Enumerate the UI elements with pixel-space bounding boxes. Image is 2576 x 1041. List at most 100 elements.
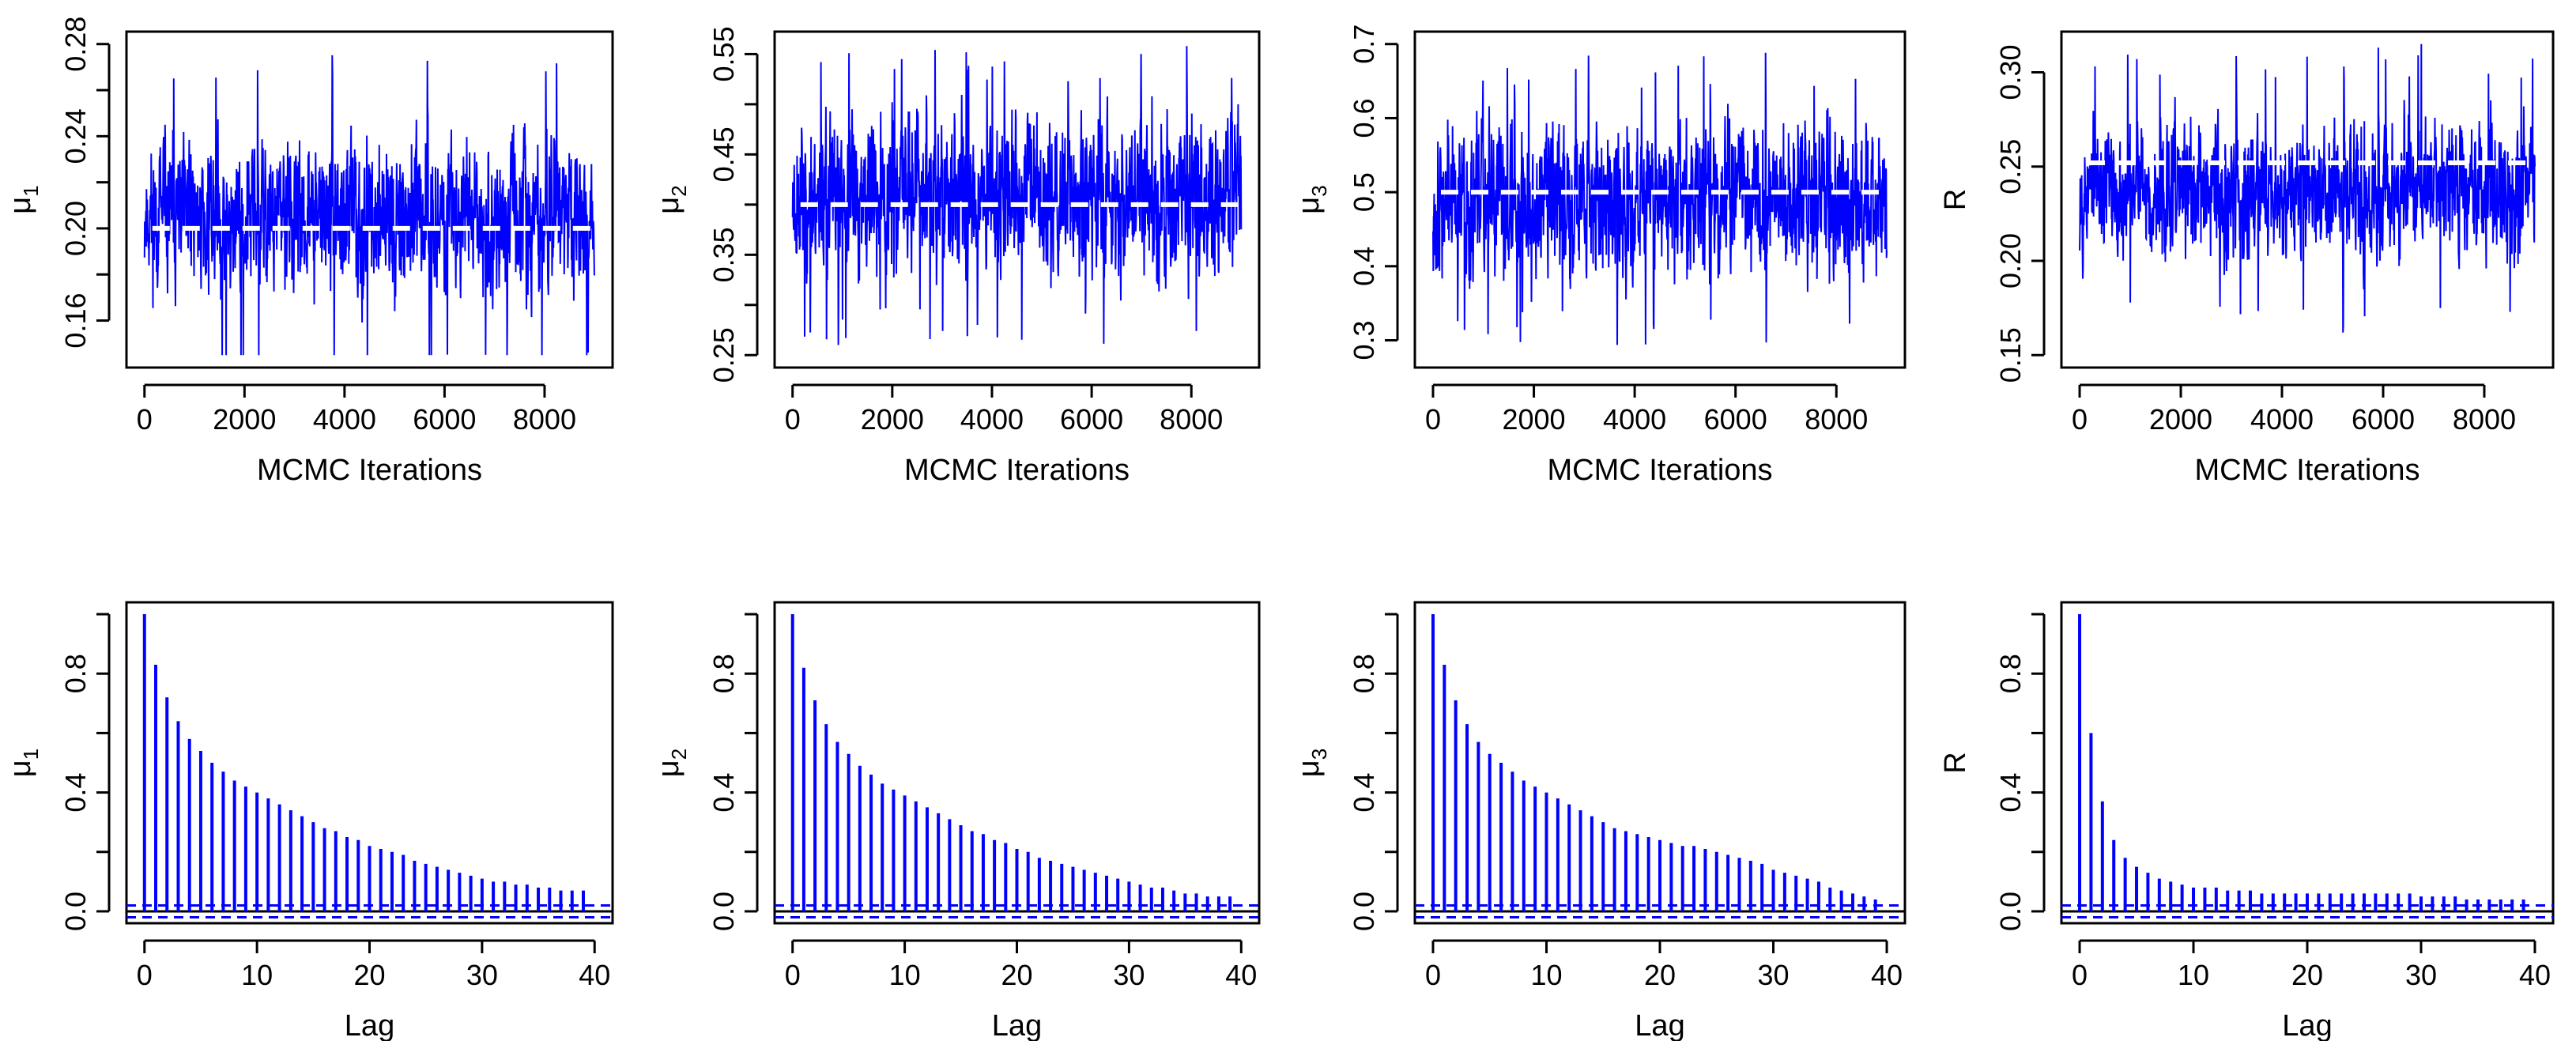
x-tick-label: 40 [1871, 959, 1903, 991]
y-tick-label: 0.5 [1348, 172, 1380, 212]
plot-frame [1413, 601, 1907, 925]
x-tick-label: 8000 [513, 403, 576, 436]
x-tick-label: 0 [2072, 959, 2088, 991]
y-tick-label: 0.25 [1994, 139, 2027, 194]
y-tick-label: 0.20 [1994, 233, 2027, 289]
x-axis-title: Lag [2282, 1009, 2332, 1041]
trace-series-line [791, 46, 1243, 345]
x-axis: 0 2000 4000 6000 8000 [785, 383, 1223, 436]
x-axis: 0 2000 4000 6000 8000 [2072, 383, 2516, 436]
x-tick-label: 20 [2291, 959, 2323, 991]
y-axis-subscript: 2 [667, 185, 691, 196]
y-axis: 0.0 0.4 0.8 [1348, 613, 1399, 931]
x-tick-label: 20 [1644, 959, 1676, 991]
y-axis-symbol: μ [1292, 760, 1326, 777]
x-tick-label: 30 [1113, 959, 1145, 991]
x-tick-label: 8000 [1160, 403, 1223, 436]
plot-frame [1413, 30, 1907, 369]
y-tick-label: 0.35 [707, 227, 740, 282]
x-tick-label: 10 [241, 959, 273, 991]
x-tick-label: 0 [137, 403, 153, 436]
x-tick-label: 20 [1001, 959, 1032, 991]
y-axis-subscript: 1 [19, 749, 43, 760]
x-tick-label: 2000 [1502, 403, 1565, 436]
x-axis: 0 10 20 30 40 [2072, 939, 2551, 991]
y-tick-label: 0.7 [1348, 25, 1380, 64]
y-axis-title: μ2 [652, 749, 691, 777]
y-axis-symbol: R [1939, 752, 1972, 773]
y-axis: 0.25 0.35 0.45 0.55 [707, 26, 759, 383]
y-axis-title: μ1 [4, 185, 43, 213]
y-tick-label: 0.8 [1348, 654, 1380, 693]
x-tick-label: 40 [2519, 959, 2551, 991]
x-tick-label: 0 [2072, 403, 2088, 436]
y-tick-label: 0.4 [1994, 773, 2027, 813]
x-axis-title: Lag [345, 1009, 394, 1041]
trace-series-line [1432, 52, 1888, 345]
y-tick-label: 0.0 [1348, 892, 1380, 931]
y-axis-symbol: μ [652, 197, 685, 214]
x-axis: 0 10 20 30 40 [785, 939, 1257, 991]
plot-frame [125, 30, 614, 369]
y-axis-symbol: μ [652, 760, 685, 777]
x-tick-label: 2000 [861, 403, 924, 436]
x-tick-label: 8000 [2453, 403, 2516, 436]
x-tick-label: 4000 [313, 403, 376, 436]
panel-trace-2: 0 2000 4000 6000 8000 MCMC Iterations 0.25 0.35… [652, 26, 1261, 487]
x-tick-label: 10 [1530, 959, 1562, 991]
x-axis-title: MCMC Iterations [2194, 454, 2419, 487]
y-tick-label: 0.8 [59, 654, 92, 693]
y-axis-subscript: 3 [1307, 749, 1331, 760]
y-axis-subscript: 3 [1307, 185, 1331, 196]
y-axis: 0.3 0.4 0.5 0.6 0.7 [1348, 25, 1399, 360]
y-tick-label: 0.24 [59, 108, 92, 164]
x-tick-label: 0 [1425, 403, 1441, 436]
y-axis: 0.16 0.20 0.24 0.28 [59, 17, 111, 349]
y-axis-title: μ1 [4, 749, 43, 777]
y-tick-label: 0.4 [59, 773, 92, 813]
y-axis-title: μ2 [652, 185, 691, 213]
trace-series-line [2079, 43, 2536, 333]
panel-acf-4: 0 10 20 30 40 Lag 0.0 0.4 0.8 R [1939, 601, 2555, 1041]
x-tick-label: 0 [1425, 959, 1441, 991]
x-tick-label: 30 [2405, 959, 2437, 991]
x-tick-label: 4000 [2250, 403, 2314, 436]
y-tick-label: 0.8 [1994, 654, 2027, 693]
plot-frame [125, 601, 614, 925]
x-tick-label: 10 [889, 959, 921, 991]
x-tick-label: 30 [1757, 959, 1789, 991]
y-axis-symbol: R [1939, 189, 1972, 210]
y-axis: 0.15 0.20 0.25 0.30 [1994, 44, 2046, 383]
y-tick-label: 0.15 [1994, 327, 2027, 383]
y-axis: 0.0 0.4 0.8 [1994, 613, 2046, 931]
y-tick-label: 0.30 [1994, 44, 2027, 100]
x-axis: 0 2000 4000 6000 8000 [137, 383, 576, 436]
y-tick-label: 0.0 [707, 892, 740, 931]
x-axis-title: MCMC Iterations [257, 454, 482, 487]
x-axis-title: MCMC Iterations [1547, 454, 1772, 487]
y-tick-label: 0.4 [1348, 773, 1380, 813]
x-tick-label: 6000 [2352, 403, 2415, 436]
y-axis-subscript: 2 [667, 749, 691, 760]
x-tick-label: 2000 [213, 403, 276, 436]
y-tick-label: 0.4 [707, 773, 740, 813]
y-tick-label: 0.4 [1348, 247, 1380, 286]
y-axis-symbol: μ [4, 760, 37, 777]
y-tick-label: 0.0 [1994, 892, 2027, 931]
panel-acf-3: 0 10 20 30 40 Lag 0.0 0.4 0.8 μ3 [1292, 601, 1907, 1041]
plot-frame [2060, 601, 2555, 925]
y-tick-label: 0.8 [707, 654, 740, 693]
x-axis: 0 10 20 30 40 [137, 939, 610, 991]
x-tick-label: 8000 [1805, 403, 1868, 436]
y-axis-title: μ3 [1292, 749, 1331, 777]
y-axis: 0.0 0.4 0.8 [707, 613, 759, 931]
x-tick-label: 40 [579, 959, 610, 991]
panel-acf-2: 0 10 20 30 40 Lag 0.0 0.4 0.8 μ2 [652, 601, 1261, 1041]
y-tick-label: 0.6 [1348, 98, 1380, 138]
x-axis: 0 2000 4000 6000 8000 [1425, 383, 1868, 436]
x-axis-title: MCMC Iterations [904, 454, 1130, 487]
y-axis-symbol: μ [4, 197, 37, 214]
x-tick-label: 6000 [1060, 403, 1123, 436]
